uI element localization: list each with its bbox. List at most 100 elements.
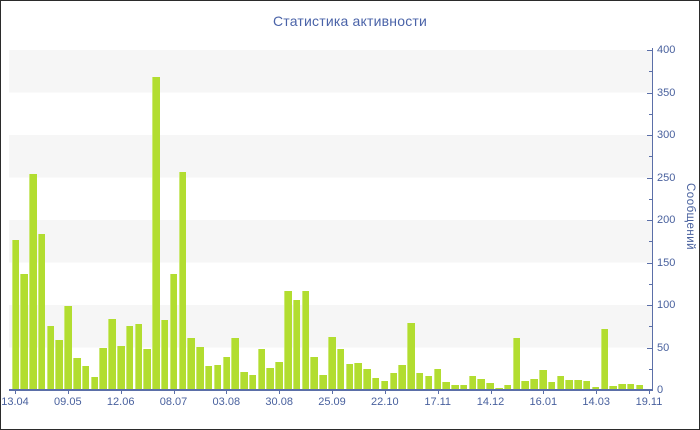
- y-major-tick: [647, 220, 652, 221]
- bar: [169, 274, 178, 390]
- bar: [196, 346, 204, 390]
- y-major-tick: [647, 262, 652, 264]
- bar: [415, 373, 424, 390]
- bar: [556, 376, 565, 390]
- x-tick-label: 03.08: [212, 396, 241, 408]
- bar: [20, 273, 28, 390]
- x-tick-label: 14.12: [476, 396, 505, 408]
- x-tick: [226, 391, 228, 394]
- bar: [29, 174, 37, 390]
- y-tick-label: 0: [657, 384, 664, 396]
- y-minor-tick: [649, 113, 652, 115]
- bar: [117, 345, 125, 390]
- bar: [55, 339, 63, 390]
- x-tick: [437, 391, 439, 394]
- bar: [363, 368, 371, 390]
- bar: [565, 379, 573, 390]
- bar: [81, 366, 90, 390]
- bar: [319, 374, 327, 390]
- bar: [222, 356, 230, 390]
- bar: [37, 233, 46, 390]
- x-tick: [279, 391, 281, 394]
- y-tick-label: 200: [657, 214, 676, 226]
- bar: [477, 378, 485, 390]
- plot-area: [9, 50, 652, 390]
- y-minor-tick: [649, 326, 652, 328]
- y-tick-label: 150: [657, 256, 676, 269]
- bar: [292, 299, 301, 390]
- bar: [503, 384, 512, 390]
- bar: [213, 365, 222, 390]
- x-tick: [490, 391, 492, 394]
- y-minor-tick: [649, 198, 652, 200]
- y-major-tick: [647, 305, 652, 306]
- bar: [371, 378, 380, 390]
- bar: [152, 77, 160, 390]
- y-tick-label: 250: [657, 171, 676, 184]
- y-axis-title: Сообщений: [684, 183, 696, 251]
- x-tick-label: 13.04: [1, 396, 29, 408]
- x-tick: [649, 391, 650, 394]
- y-minor-tick: [649, 156, 652, 158]
- bar: [231, 338, 239, 390]
- x-tick: [67, 391, 69, 394]
- bar: [134, 323, 143, 390]
- bar: [187, 338, 195, 390]
- bar: [442, 382, 450, 390]
- bar: [530, 378, 538, 390]
- y-major-tick: [647, 92, 652, 94]
- x-tick-label: 19.11: [635, 396, 663, 408]
- x-tick-label: 30.08: [265, 396, 293, 408]
- bar: [547, 382, 556, 390]
- bar: [310, 356, 318, 390]
- bar: [635, 384, 644, 390]
- bar: [248, 374, 257, 390]
- x-tick: [332, 391, 333, 394]
- bar: [46, 326, 55, 390]
- bar: [451, 384, 459, 390]
- x-tick: [120, 391, 122, 394]
- y-minor-tick: [649, 283, 652, 285]
- bar: [424, 375, 433, 390]
- bar: [178, 172, 187, 390]
- bar: [600, 328, 609, 390]
- bar: [582, 380, 591, 390]
- bar: [143, 349, 151, 390]
- bar: [266, 367, 274, 390]
- bar: [301, 290, 310, 390]
- bar: [11, 239, 19, 390]
- x-tick-label: 16.01: [529, 396, 558, 408]
- y-major-tick: [647, 177, 652, 179]
- bar: [336, 349, 345, 390]
- x-tick-label: 25.09: [318, 396, 346, 408]
- y-major-tick: [647, 135, 652, 136]
- bar: [275, 361, 283, 390]
- bar: [257, 349, 266, 390]
- bar: [626, 384, 635, 390]
- y-minor-tick: [649, 368, 652, 370]
- y-axis-line: [652, 48, 653, 391]
- bar: [433, 368, 441, 390]
- bar: [354, 362, 362, 390]
- x-tick-label: 08.07: [159, 396, 188, 408]
- bar: [380, 380, 389, 390]
- bar: [240, 372, 248, 390]
- y-tick-label: 400: [657, 44, 676, 56]
- bar: [73, 357, 81, 390]
- bar: [539, 369, 547, 390]
- bar: [389, 373, 398, 390]
- chart-title: Статистика активности: [272, 13, 428, 29]
- bar: [125, 326, 134, 390]
- y-major-tick: [647, 50, 652, 51]
- y-major-tick: [647, 347, 652, 349]
- x-axis-line: [9, 389, 653, 391]
- y-tick-label: 300: [657, 129, 676, 141]
- x-tick-label: 09.05: [54, 396, 82, 408]
- x-tick: [15, 391, 16, 394]
- y-major-tick: [647, 390, 652, 391]
- bar: [99, 348, 107, 390]
- bar: [574, 379, 582, 390]
- bar: [108, 319, 116, 390]
- x-tick: [596, 391, 598, 394]
